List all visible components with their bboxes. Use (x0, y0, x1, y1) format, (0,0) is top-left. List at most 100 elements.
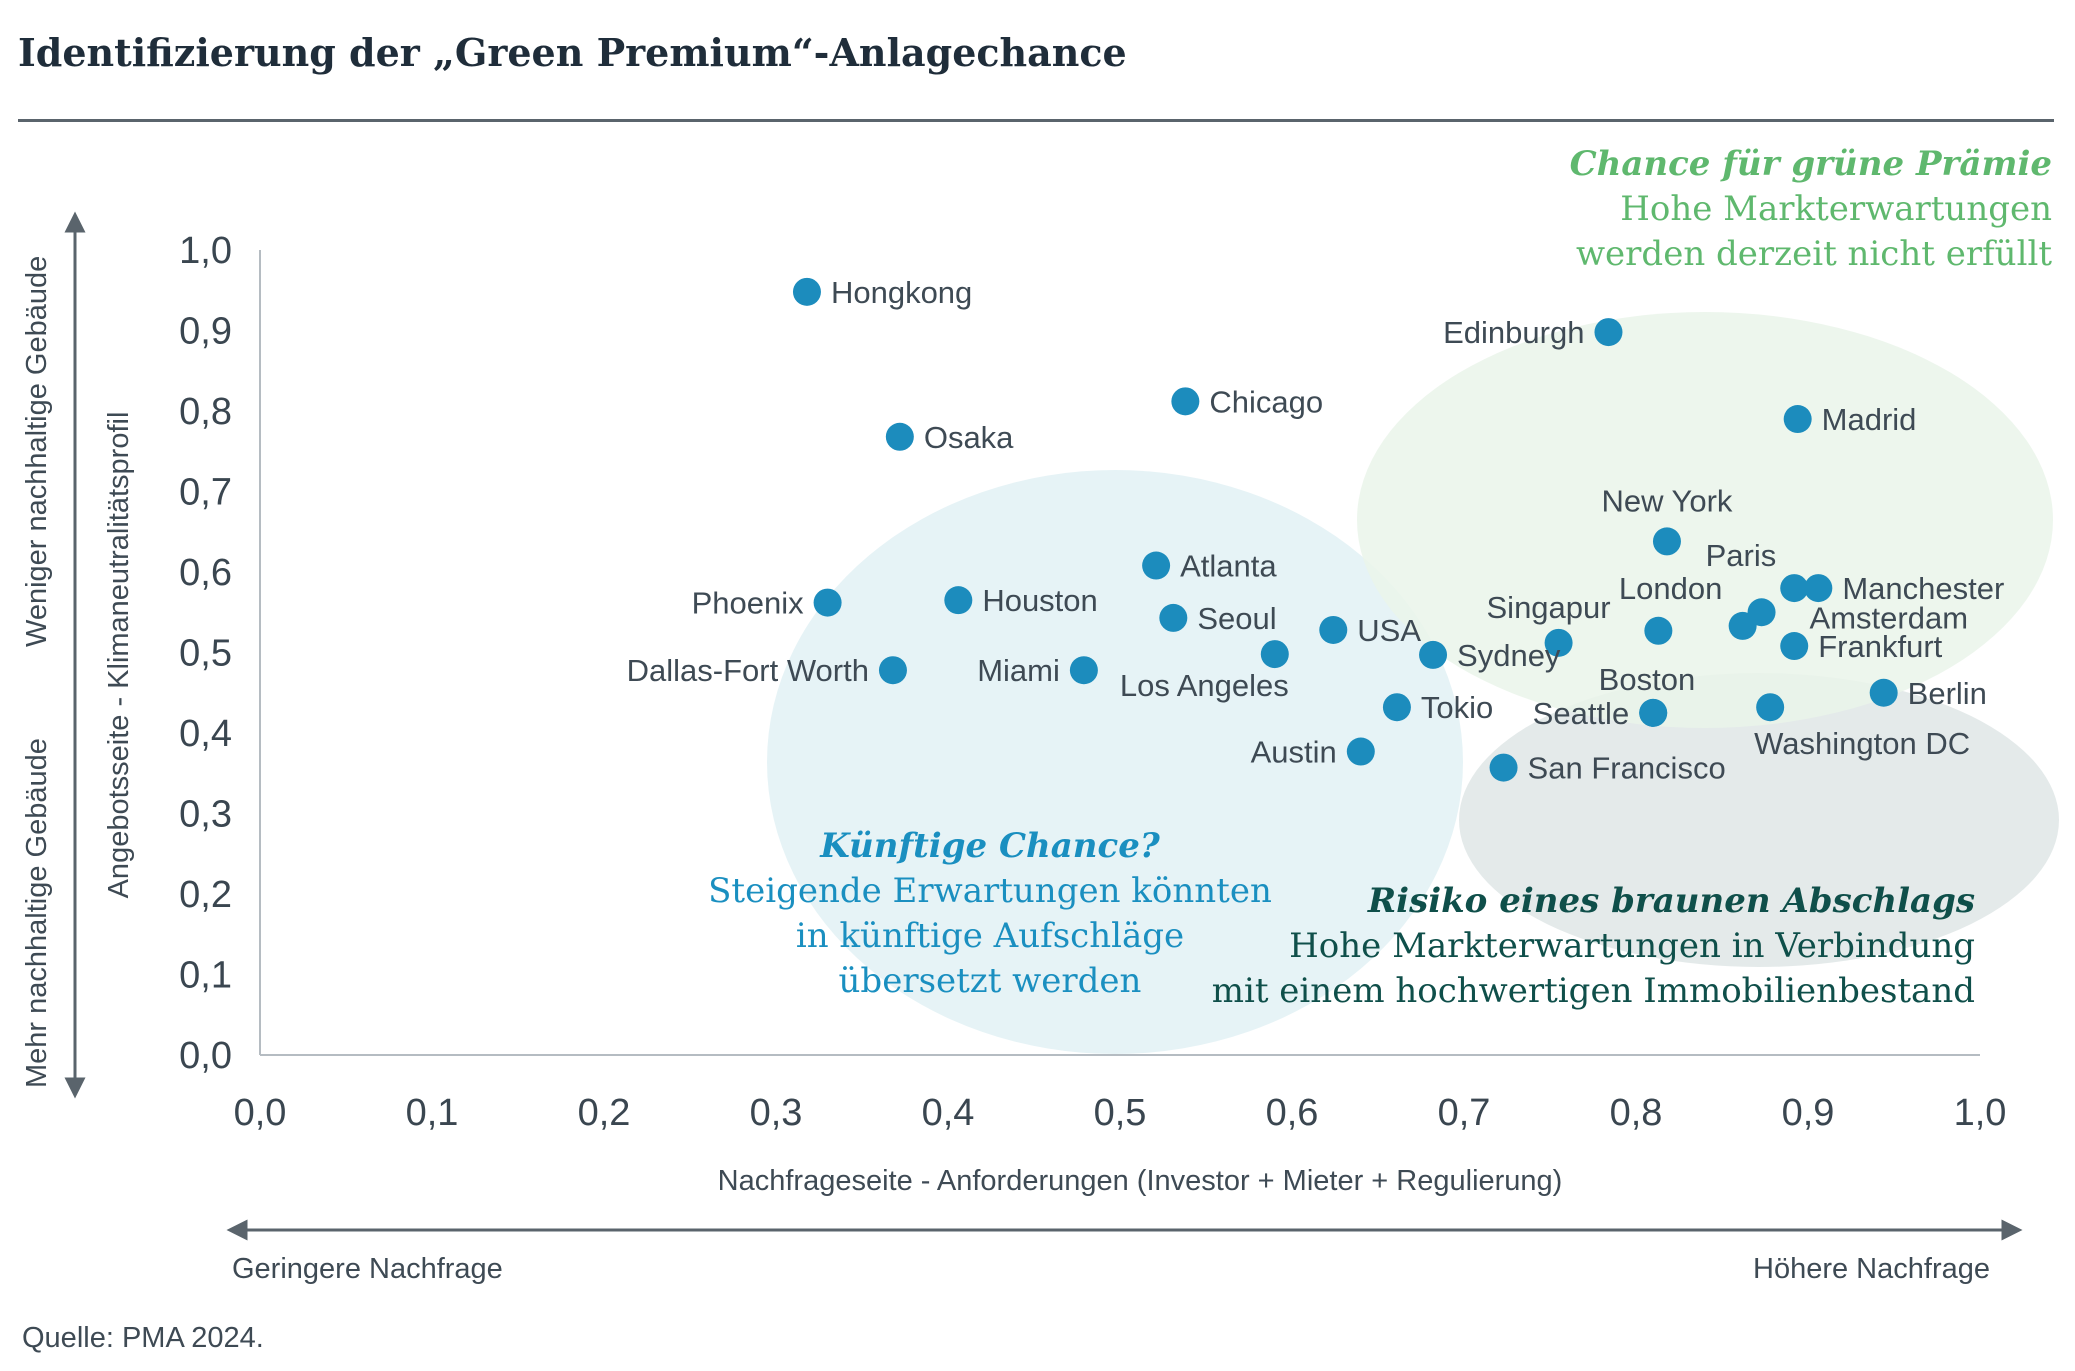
point-label: Sydney (1457, 638, 1561, 673)
data-point (1382, 693, 1411, 722)
point-label: Seoul (1197, 601, 1276, 636)
data-point (1869, 678, 1898, 707)
x-tick-label: 0,4 (922, 1092, 975, 1134)
x-tick-label: 0,9 (1782, 1092, 1835, 1134)
point-label: Amsterdam (1810, 600, 1968, 635)
point-label: Seattle (1533, 696, 1630, 731)
point-label: USA (1357, 613, 1421, 648)
point-label: Atlanta (1180, 549, 1277, 584)
data-point (1652, 527, 1681, 556)
data-point (1142, 551, 1171, 580)
y-tick-label: 0,2 (179, 874, 232, 916)
y-tick-label: 0,0 (179, 1035, 232, 1077)
point-label: Edinburgh (1443, 315, 1584, 350)
x-tick-label: 0,5 (1094, 1092, 1147, 1134)
data-point (1728, 611, 1757, 640)
data-point (813, 588, 842, 617)
green-premium-zone-line: Hohe Markterwartungen (1620, 189, 2052, 229)
y-tick-label: 0,5 (179, 633, 232, 675)
data-point (1489, 753, 1518, 782)
point-label: Miami (977, 653, 1060, 688)
data-point (1780, 632, 1809, 661)
brown-discount-zone-line: mit einem hochwertigen Immobilienbestand (1212, 971, 1975, 1011)
y-axis-title: Angebotsseite - Klimaneutralitätsprofil (103, 412, 135, 899)
point-label: London (1619, 571, 1722, 606)
data-point (1780, 574, 1809, 603)
future-chance-zone-line: übersetzt werden (839, 961, 1142, 1001)
x-tick-label: 0,7 (1438, 1092, 1491, 1134)
y-tick-label: 0,9 (179, 311, 232, 353)
data-point (792, 277, 821, 306)
point-label: Paris (1706, 538, 1777, 573)
x-arrow-left-label: Geringere Nachfrage (232, 1253, 503, 1285)
green-premium-zone-title: Chance für grüne Prämie (1570, 144, 2052, 184)
data-point (1069, 656, 1098, 685)
x-tick-label: 0,1 (406, 1092, 459, 1134)
data-point (1756, 693, 1785, 722)
y-tick-label: 0,4 (179, 713, 232, 755)
data-point (1639, 698, 1668, 727)
point-label: New York (1601, 483, 1732, 518)
point-label: Austin (1251, 735, 1337, 770)
data-point (1419, 640, 1448, 669)
source-note: Quelle: PMA 2024. (22, 1322, 264, 1354)
point-label: Tokio (1421, 690, 1493, 725)
point-label: San Francisco (1528, 751, 1726, 786)
x-tick-label: 0,2 (578, 1092, 631, 1134)
data-point (1544, 628, 1573, 657)
data-point (1159, 603, 1188, 632)
point-label: Washington DC (1754, 726, 1970, 761)
point-label: Houston (982, 583, 1097, 618)
green-premium-zone-ellipse (1357, 312, 2053, 728)
y-arrow-bottom-label: Mehr nachhaltige Gebäude (21, 738, 53, 1088)
data-point (885, 422, 914, 451)
green-premium-zone-line: werden derzeit nicht erfüllt (1576, 234, 2052, 274)
future-chance-zone-title: Künftige Chance? (819, 826, 1161, 866)
point-label: Boston (1599, 662, 1696, 697)
y-tick-label: 0,1 (179, 955, 232, 997)
point-label: Singapur (1487, 590, 1611, 625)
point-label: Madrid (1822, 402, 1917, 437)
point-label: Chicago (1209, 384, 1323, 419)
y-arrow-top-label: Weniger nachhaltige Gebäude (21, 256, 53, 647)
y-tick-label: 0,8 (179, 391, 232, 433)
x-tick-label: 0,0 (234, 1092, 287, 1134)
data-point (1171, 387, 1200, 416)
point-label: Berlin (1908, 676, 1987, 711)
data-point (1644, 616, 1673, 645)
point-label: Dallas-Fort Worth (627, 653, 869, 688)
future-chance-zone-ellipse (767, 470, 1463, 1054)
data-point (1346, 737, 1375, 766)
point-label: Phoenix (692, 586, 805, 621)
x-tick-label: 1,0 (1954, 1092, 2007, 1134)
x-tick-label: 0,6 (1266, 1092, 1319, 1134)
point-label: Manchester (1842, 571, 2004, 606)
x-arrow-right-label: Höhere Nachfrage (1753, 1253, 1990, 1285)
point-label: Los Angeles (1120, 668, 1289, 703)
title-rule (18, 119, 2054, 122)
y-tick-label: 0,3 (179, 794, 232, 836)
data-point (878, 656, 907, 685)
brown-discount-zone-title: Risiko eines braunen Abschlags (1367, 881, 1975, 921)
data-point (1594, 318, 1623, 347)
y-tick-label: 1,0 (179, 230, 232, 272)
brown-discount-zone-ellipse (1459, 673, 2059, 967)
future-chance-zone-line: in künftige Aufschläge (796, 916, 1184, 956)
y-tick-label: 0,7 (179, 472, 232, 514)
data-point (1804, 574, 1833, 603)
data-point (1319, 615, 1348, 644)
future-chance-zone-line: Steigende Erwartungen könnten (708, 871, 1272, 911)
page-title-text: Identifizierung der „Green Premium“-Anla… (18, 30, 1127, 75)
data-point (1260, 640, 1289, 669)
x-tick-label: 0,3 (750, 1092, 803, 1134)
y-tick-label: 0,6 (179, 552, 232, 594)
x-axis-title: Nachfrageseite - Anforderungen (Investor… (718, 1165, 1563, 1197)
x-tick-label: 0,8 (1610, 1092, 1663, 1134)
data-point (1783, 405, 1812, 434)
data-point (944, 586, 973, 615)
point-label: Osaka (924, 420, 1014, 455)
point-label: Hongkong (831, 275, 972, 310)
point-label: Frankfurt (1818, 629, 1942, 664)
brown-discount-zone-line: Hohe Markterwartungen in Verbindung (1289, 926, 1975, 966)
